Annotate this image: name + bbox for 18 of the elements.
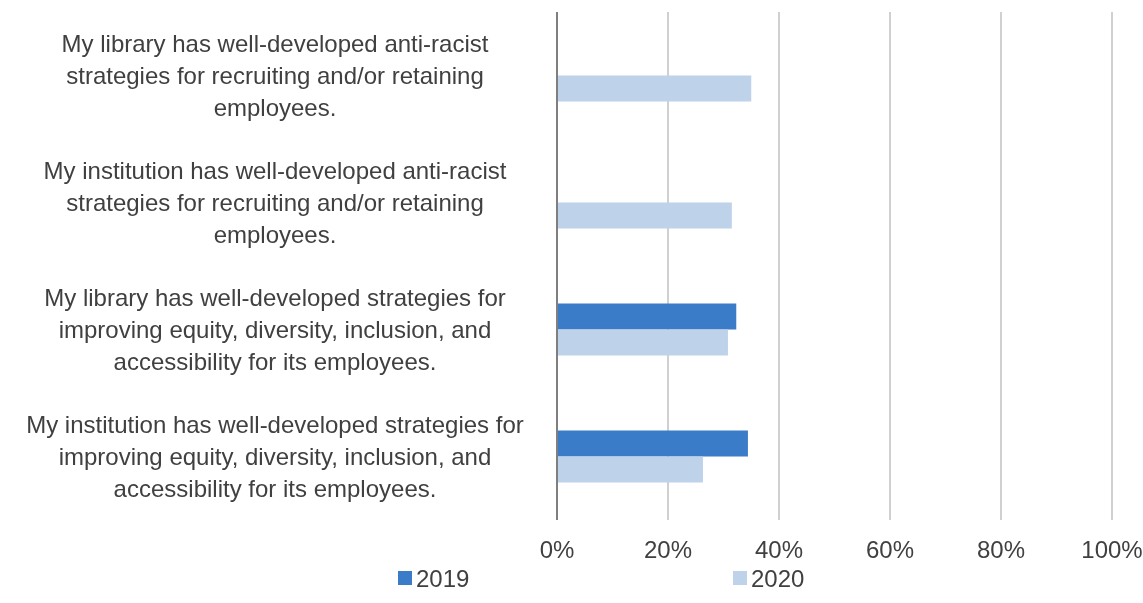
bar <box>557 456 703 483</box>
bar <box>557 202 732 229</box>
bar <box>557 430 748 457</box>
y-tick-label: My library has well-developed strategies for improving equity, diversity, inclusion, and accessibility for its employees. <box>44 283 506 375</box>
bar <box>557 75 752 102</box>
x-tick-label: 100% <box>1081 536 1143 563</box>
x-tick-label: 40% <box>754 536 804 563</box>
x-tick-label: 20% <box>643 536 693 563</box>
legend-label: 2019 <box>416 565 470 592</box>
bar <box>557 329 728 356</box>
y-tick-label: My institution has well-developed anti-racist strategies for recruiting and/or retaining employees. <box>43 156 507 248</box>
x-tick-label: 60% <box>865 536 915 563</box>
x-tick-label: 80% <box>976 536 1026 563</box>
y-tick-label: My institution has well-developed strategies for improving equity, diversity, inclusion, and accessibility for its employees. <box>26 410 524 502</box>
x-tick-label: 0% <box>539 536 575 563</box>
bar <box>557 303 737 330</box>
y-tick-label: My library has well-developed anti-racist strategies for recruiting and/or retaining employees. <box>61 29 489 121</box>
legend-label: 2020 <box>751 565 805 592</box>
